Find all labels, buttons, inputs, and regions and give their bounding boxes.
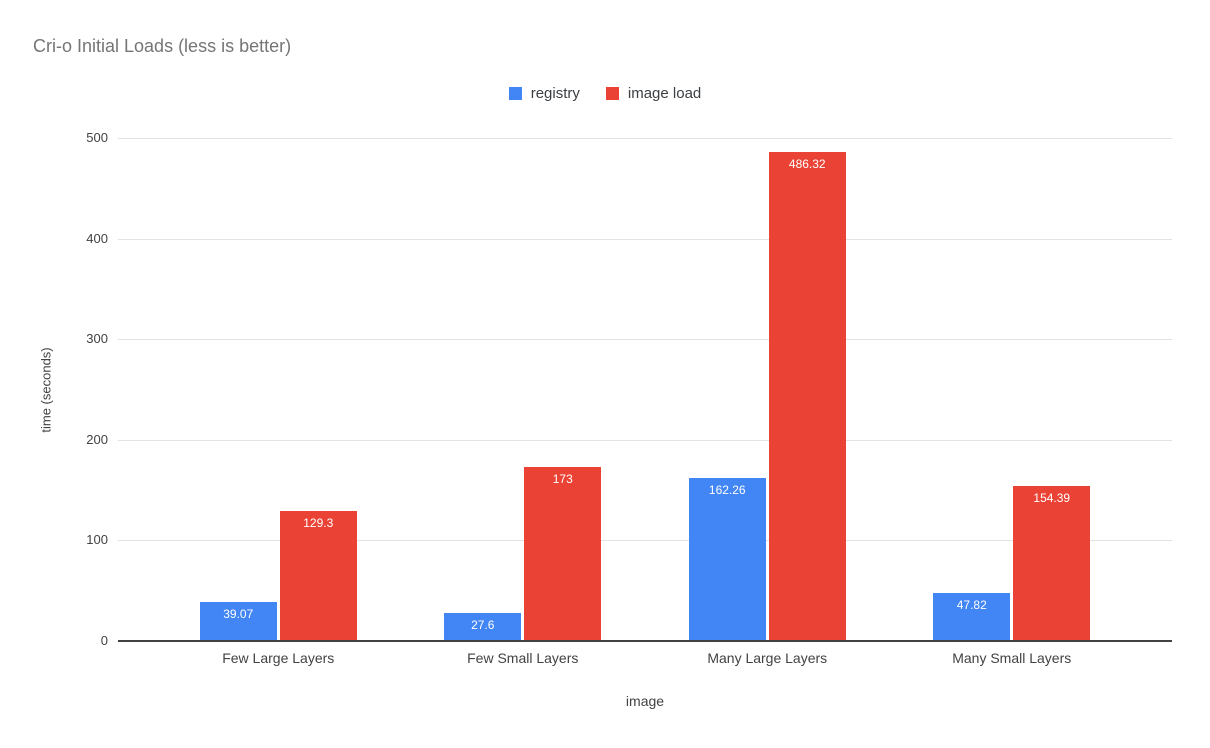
bar-value-label: 39.07 <box>223 606 254 621</box>
x-tick-label-many-small-layers: Many Small Layers <box>952 650 1072 666</box>
legend-swatch-registry <box>508 87 522 100</box>
bar-value-label: 154.39 <box>1033 490 1071 505</box>
y-tick-label-200: 200 <box>86 432 108 447</box>
x-tick-label-few-large-layers: Few Large Layers <box>222 650 335 666</box>
bar-value-label: 27.6 <box>471 618 495 633</box>
x-tick-label-few-small-layers: Few Small Layers <box>467 650 579 666</box>
bar-value-label: 47.82 <box>956 597 987 612</box>
chart-title: Cri-o Initial Loads (less is better) <box>33 36 292 56</box>
legend-label-image-load: image load <box>627 85 702 102</box>
y-tick-label-400: 400 <box>86 231 108 246</box>
bar-registry-many-large-layers[interactable]: 162.26 <box>688 477 766 641</box>
bar-image-load-many-large-layers[interactable]: 486.32 <box>768 151 846 641</box>
y-tick-label-500: 500 <box>86 130 108 145</box>
legend-swatch-image-load <box>605 87 619 100</box>
bar-group-many-small-layers: 47.82 154.39 <box>890 138 1135 641</box>
bar-image-load-many-small-layers[interactable]: 154.39 <box>1013 485 1091 641</box>
bar-groups: 39.07 129.3 27.6 173 162.26 486.32 47.82 154.39 <box>118 138 1172 641</box>
x-tick-label-many-large-layers: Many Large Layers <box>707 650 828 666</box>
legend-item-image-load[interactable]: image load <box>605 85 702 102</box>
x-axis-labels: Few Large Layers Few Small Layers Many Lar… <box>118 650 1172 666</box>
gridline-400 <box>118 239 1172 240</box>
bar-value-label: 486.32 <box>788 156 826 171</box>
gridline-100 <box>118 540 1172 541</box>
bar-registry-few-large-layers[interactable]: 39.07 <box>199 601 277 641</box>
legend: registry image load <box>0 85 1210 102</box>
bar-group-many-large-layers: 162.26 486.32 <box>645 138 890 641</box>
bar-registry-many-small-layers[interactable]: 47.82 <box>933 592 1011 641</box>
gridline-200 <box>118 440 1172 441</box>
legend-label-registry: registry <box>530 85 580 102</box>
bar-value-label: 173 <box>552 472 573 486</box>
y-tick-label-100: 100 <box>86 532 108 547</box>
x-axis-title: image <box>625 693 665 709</box>
bar-registry-few-small-layers[interactable]: 27.6 <box>444 613 522 641</box>
y-tick-label-0: 0 <box>100 633 108 648</box>
bar-image-load-few-small-layers[interactable]: 173 <box>524 467 602 641</box>
bar-value-label: 162.26 <box>708 482 746 497</box>
y-axis-ticks: 0 100 200 300 400 500 <box>0 130 108 648</box>
x-axis-baseline <box>118 640 1172 642</box>
gridline-500 <box>118 138 1172 139</box>
bar-image-load-few-large-layers[interactable]: 129.3 <box>279 510 357 641</box>
plot-area: 39.07 129.3 27.6 173 162.26 486.32 47.82 154.39 <box>118 138 1172 642</box>
bar-group-few-large-layers: 39.07 129.3 <box>156 138 401 641</box>
bar-value-label: 129.3 <box>303 515 334 530</box>
gridline-300 <box>118 339 1172 340</box>
bar-group-few-small-layers: 27.6 173 <box>401 138 646 641</box>
legend-item-registry[interactable]: registry <box>508 85 580 102</box>
y-tick-label-300: 300 <box>86 331 108 346</box>
